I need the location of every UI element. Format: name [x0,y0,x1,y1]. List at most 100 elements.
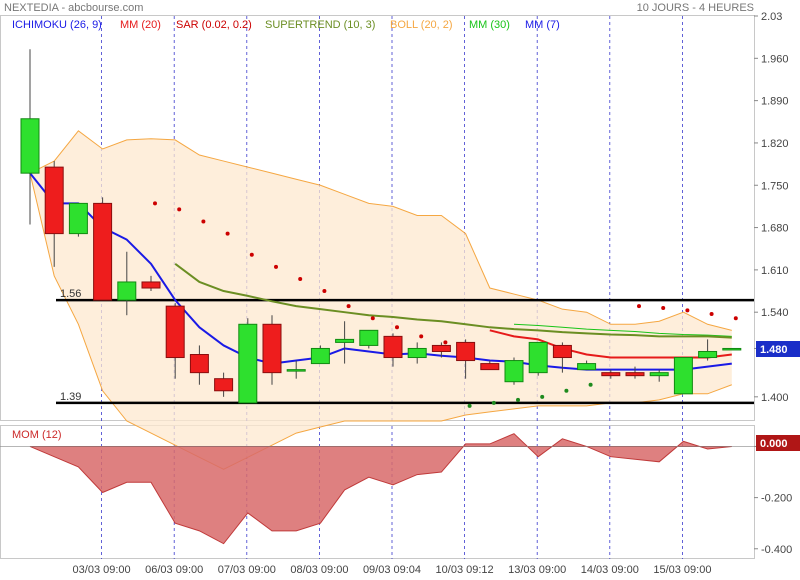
bullish-candle [359,329,379,346]
supertrend-line [174,263,732,339]
level-label: 1.56 [60,288,81,300]
mm30-line [513,323,732,337]
y-tick-label: 2.03 [761,11,782,23]
legend-item: MM (30) [469,19,510,31]
x-tick-label: 13/03 09:00 [508,564,566,576]
bullish-candle [577,363,597,371]
last-momentum-text: 0.000 [760,438,788,450]
bearish-candle [93,202,113,301]
y-tick-label: 1.890 [761,96,789,108]
legend-item: ICHIMOKU (26, 9) [12,19,102,31]
bearish-candle [44,166,64,235]
support-resistance-lines: 1.56 1.39 [56,288,754,405]
indicator-lines [29,172,732,371]
mm7-blue-line [29,172,732,371]
momentum-y-tick-label: -0.200 [761,493,792,505]
bullish-candle [310,347,330,365]
bullish-candle [20,118,40,174]
bullish-candle [407,347,427,359]
sar-dot [322,289,327,294]
sar-dot [540,394,545,399]
legend-item: MM (7) [525,19,560,31]
legend-item: SUPERTREND (10, 3) [265,19,375,31]
sar-dot [370,316,375,321]
bullish-candle [238,323,258,404]
sar-dots [153,201,738,408]
bearish-candle [625,372,645,377]
sar-dot [516,397,520,402]
legend-item: SAR (0.02, 0.2) [176,19,252,31]
y-tick-label: 1.820 [761,138,789,150]
bollinger-upper-line [29,130,732,331]
symbol-title: NEXTEDIA - abcbourse.com [4,2,143,14]
y-tick-label: 1.750 [761,180,789,192]
x-tick-label: 14/03 09:00 [581,564,639,576]
sar-dot [274,264,278,269]
bearish-candle [165,305,185,359]
momentum-fill [29,433,732,545]
bullish-candle [649,372,669,377]
x-axis: 03/03 09:00 06/03 09:00 07/03 09:00 08/03 0… [73,564,712,576]
momentum-panel-frame [0,425,755,559]
y-tick-label: 1.610 [761,265,789,277]
legend-item: MM (20) [120,19,161,31]
last-price-badge [756,341,800,357]
bullish-candle [722,347,742,351]
legend-item: BOLL (20, 2) [390,19,453,31]
sar-dot [395,325,399,330]
momentum-y-axis: 0.000 -0.200 -0.400 [754,441,792,556]
y-tick-label: 1.960 [761,53,789,65]
period-label: 10 JOURS - 4 HEURES [637,2,754,14]
x-tick-label: 10/03 09:12 [436,564,494,576]
bearish-candle [431,344,451,352]
level-label: 1.39 [60,391,81,403]
bullish-candle [117,281,137,301]
bearish-candle [214,378,234,392]
x-tick-label: 15/03 09:00 [653,564,711,576]
indicator-legend: ICHIMOKU (26, 9) MM (20) SAR (0.02, 0.2) SU… [12,19,560,31]
bearish-candle [480,363,500,371]
bullish-candle [335,338,355,343]
sar-dot [177,207,182,212]
sar-dot [201,219,206,224]
x-tick-label: 03/03 09:00 [73,564,131,576]
last-momentum-badge [756,435,800,451]
x-tick-label: 08/03 09:00 [290,564,348,576]
bearish-candle [456,341,476,362]
bullish-candle [286,369,306,372]
y-tick-label: 1.540 [761,307,789,319]
sar-dot [709,312,714,317]
sar-dot [346,304,351,309]
bearish-candle [383,335,403,359]
sar-dot [153,201,157,206]
x-tick-label: 06/03 09:00 [145,564,203,576]
sar-dot [298,276,303,281]
sar-dot [419,334,424,339]
sar-dot [637,304,641,309]
momentum-y-tick-label: -0.400 [761,544,792,556]
x-tick-label: 09/03 09:04 [363,564,421,576]
sar-dot [249,252,254,257]
sar-dot [564,388,569,393]
last-price-text: 1.480 [760,344,788,356]
sar-dot [588,382,593,387]
momentum-title: MOM (12) [12,429,62,441]
bullish-candle [68,202,88,235]
bearish-candle [552,344,572,359]
momentum-area [0,433,754,545]
bearish-candle [262,323,282,374]
sar-dot [733,316,738,321]
sar-dot [661,305,666,310]
sar-dot [467,403,472,408]
x-tick-label: 07/03 09:00 [218,564,276,576]
sar-dot [491,400,496,405]
bearish-candle [141,281,161,289]
bearish-candle [189,354,209,374]
bearish-candle [601,372,621,377]
candlesticks [20,49,742,404]
sar-dot [685,308,690,313]
y-tick-label: 1.400 [761,392,789,404]
bullish-candle [673,357,693,395]
sar-dot [443,340,448,345]
sar-dot [225,231,230,236]
